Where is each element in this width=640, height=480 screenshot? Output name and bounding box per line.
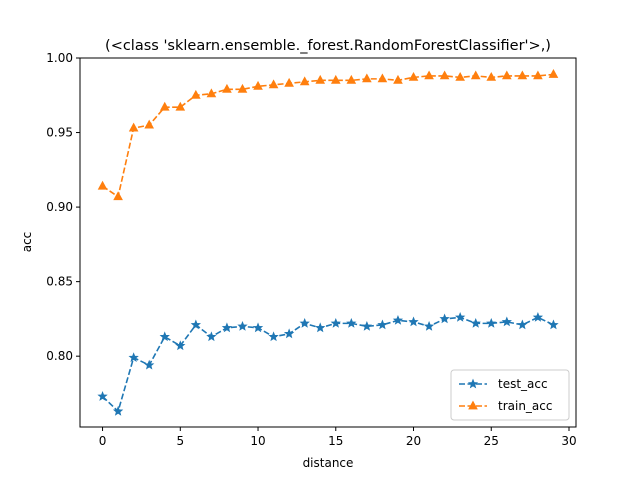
x-tick-label: 15	[328, 434, 343, 448]
data-point-test_acc	[423, 320, 435, 331]
series-train_acc	[97, 68, 559, 201]
x-tick-label: 5	[176, 434, 184, 448]
data-point-train_acc	[253, 80, 263, 90]
data-point-test_acc	[330, 317, 341, 328]
data-point-train_acc	[299, 76, 310, 86]
data-point-train_acc	[330, 74, 341, 84]
series-line-train_acc	[102, 73, 554, 198]
x-axis: 0 5 10 15 20 25 30	[99, 427, 577, 448]
series-layer	[97, 68, 559, 416]
data-point-test_acc	[268, 331, 279, 342]
data-point-train_acc	[284, 77, 294, 87]
data-point-train_acc	[346, 74, 357, 84]
data-point-test_acc	[377, 319, 388, 330]
data-point-train_acc	[408, 71, 419, 81]
legend-marker	[468, 400, 478, 410]
data-point-train_acc	[128, 122, 139, 132]
y-tick-label: 0.95	[46, 126, 73, 140]
data-point-test_acc	[144, 359, 155, 370]
data-point-train_acc	[393, 74, 403, 84]
data-point-train_acc	[470, 70, 481, 80]
data-point-train_acc	[97, 180, 108, 190]
data-point-test_acc	[517, 319, 528, 330]
y-axis: 0.80 0.85 0.90 0.95 1.00	[46, 51, 80, 363]
data-point-test_acc	[346, 317, 357, 328]
data-point-train_acc	[517, 70, 528, 80]
legend-marker	[467, 378, 479, 389]
data-point-test_acc	[408, 316, 419, 327]
data-point-test_acc	[501, 316, 512, 327]
x-tick-label: 0	[99, 434, 107, 448]
legend: test_acc train_acc	[450, 369, 570, 421]
data-point-test_acc	[315, 322, 326, 333]
x-tick-label: 25	[484, 434, 499, 448]
data-point-train_acc	[424, 70, 434, 80]
data-point-test_acc	[112, 405, 124, 416]
data-point-train_acc	[206, 88, 217, 98]
data-point-test_acc	[361, 320, 373, 331]
data-point-train_acc	[315, 74, 326, 84]
data-point-test_acc	[206, 331, 217, 342]
data-point-test_acc	[455, 312, 466, 322]
data-point-train_acc	[548, 68, 559, 78]
series-test_acc	[97, 312, 559, 416]
data-point-train_acc	[175, 101, 186, 111]
data-point-test_acc	[392, 314, 404, 325]
legend-item-train_acc: train_acc	[459, 399, 552, 413]
data-point-test_acc	[128, 352, 139, 363]
data-point-train_acc	[533, 70, 543, 80]
data-point-train_acc	[237, 83, 248, 93]
data-point-test_acc	[299, 317, 310, 328]
data-point-test_acc	[190, 319, 201, 330]
x-tick-label: 20	[406, 434, 421, 448]
data-point-train_acc	[455, 71, 465, 81]
data-point-train_acc	[144, 119, 155, 129]
data-point-test_acc	[486, 317, 497, 328]
data-point-train_acc	[439, 70, 450, 80]
plot-frame	[79, 57, 577, 428]
x-axis-label: distance	[303, 456, 354, 470]
data-point-train_acc	[377, 73, 388, 83]
legend-box	[450, 369, 570, 421]
y-axis-label: acc	[20, 232, 34, 253]
y-tick-label: 0.80	[46, 349, 73, 363]
data-point-test_acc	[548, 319, 559, 330]
y-tick-label: 0.90	[46, 200, 73, 214]
legend-item-test_acc: test_acc	[459, 377, 548, 391]
data-point-test_acc	[237, 320, 248, 331]
plot-area	[79, 57, 577, 428]
data-point-train_acc	[501, 70, 512, 80]
data-point-train_acc	[362, 73, 372, 83]
data-point-test_acc	[159, 331, 170, 342]
data-point-test_acc	[97, 391, 108, 401]
data-point-test_acc	[470, 317, 481, 328]
data-point-train_acc	[486, 71, 497, 81]
y-tick-label: 0.85	[46, 275, 73, 289]
data-point-test_acc	[439, 313, 450, 324]
data-point-train_acc	[191, 89, 201, 99]
data-point-test_acc	[221, 322, 233, 333]
x-tick-label: 30	[561, 434, 576, 448]
legend-label: test_acc	[498, 377, 548, 391]
data-point-train_acc	[159, 101, 170, 111]
data-point-train_acc	[113, 191, 123, 201]
legend-label: train_acc	[498, 399, 552, 413]
data-point-train_acc	[268, 79, 279, 89]
data-point-train_acc	[222, 83, 232, 93]
y-tick-label: 1.00	[46, 51, 73, 65]
data-point-test_acc	[175, 340, 186, 351]
x-tick-label: 10	[250, 434, 265, 448]
data-point-test_acc	[252, 322, 264, 333]
chart-title: (<class 'sklearn.ensemble._forest.Random…	[105, 38, 551, 54]
data-point-test_acc	[283, 328, 295, 339]
data-point-test_acc	[532, 312, 544, 322]
